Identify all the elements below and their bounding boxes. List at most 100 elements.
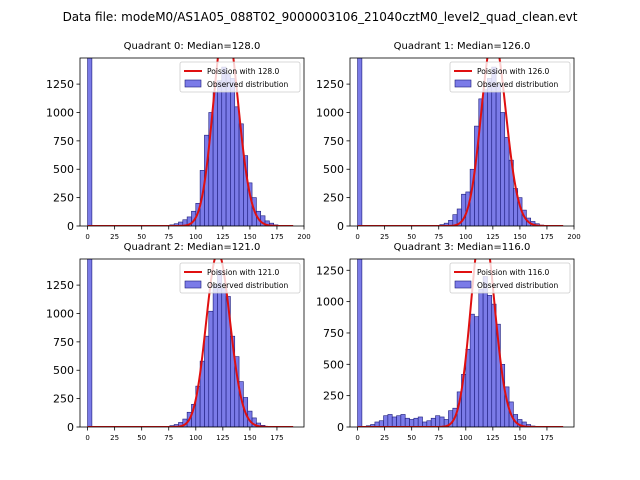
x-tick-label: 175 <box>270 233 283 241</box>
y-tick-label: 250 <box>323 390 344 403</box>
x-tick-label: 100 <box>459 233 472 241</box>
histogram-bar <box>439 416 445 427</box>
chart-panel-2: Quadrant 2: Median=121.0 0 25 50 75 100 125 150… <box>46 242 305 442</box>
x-tick-label: 100 <box>189 233 202 241</box>
legend-box <box>179 262 301 294</box>
y-tick-label: 500 <box>53 163 74 176</box>
y-tick-label: 750 <box>53 135 74 148</box>
y-tick-label: 1000 <box>46 106 74 119</box>
histogram-bar <box>87 259 93 427</box>
y-tick-label: 250 <box>323 192 344 205</box>
y-tick-label: 0 <box>67 421 74 434</box>
x-tick-label: 50 <box>407 434 416 442</box>
y-tick-label: 1000 <box>46 307 74 320</box>
poisson-curve <box>357 58 564 226</box>
histogram-bar <box>217 270 223 427</box>
axes-frame <box>349 258 575 428</box>
histogram-bar <box>474 316 480 427</box>
x-tick-label: 100 <box>459 434 472 442</box>
y-tick-label: 1250 <box>46 78 74 91</box>
chart-title: Quadrant 1: Median=126.0 <box>394 41 531 52</box>
legend-poisson-label: Poission with 121.0 <box>207 268 280 277</box>
y-tick-label: 0 <box>67 220 74 233</box>
x-tick-label: 75 <box>164 434 173 442</box>
histogram-bar <box>204 335 210 427</box>
x-tick-label: 0 <box>355 233 359 241</box>
x-tick-label: 25 <box>110 233 119 241</box>
legend-observed-label: Observed distribution <box>207 281 288 290</box>
chart-title: Quadrant 2: Median=121.0 <box>124 242 261 253</box>
axes-frame <box>349 57 575 227</box>
legend-box <box>179 61 301 93</box>
legend-box <box>449 262 571 294</box>
histogram-bar <box>500 112 506 226</box>
page-title: Data file: modeM0/AS1A05_088T02_90000031… <box>63 10 578 24</box>
x-tick-label: 75 <box>434 434 443 442</box>
x-tick-label: 150 <box>513 434 526 442</box>
y-tick-label: 250 <box>53 192 74 205</box>
y-tick-label: 0 <box>337 220 344 233</box>
chart-panel-0: Quadrant 0: Median=128.0 0 25 50 75 100 125 150… <box>46 41 311 241</box>
chart-title: Quadrant 3: Median=116.0 <box>394 242 531 253</box>
x-tick-label: 25 <box>380 233 389 241</box>
histogram-bar <box>387 414 393 427</box>
x-tick-label: 200 <box>567 233 580 241</box>
chart-title: Quadrant 0: Median=128.0 <box>124 41 261 52</box>
panels: Quadrant 0: Median=128.0 0 25 50 75 100 125 150… <box>46 41 581 442</box>
axes-frame <box>79 57 305 227</box>
axes-frame <box>79 258 305 428</box>
x-tick-label: 200 <box>297 233 310 241</box>
x-tick-label: 175 <box>540 434 553 442</box>
x-tick-label: 0 <box>355 434 359 442</box>
legend: Poission with 116.0 Observed distribution <box>449 262 571 294</box>
x-tick-label: 0 <box>85 233 89 241</box>
histogram-bar <box>87 58 93 226</box>
chart-panel-3: Quadrant 3: Median=116.0 0 25 50 75 100 125 150… <box>316 242 575 442</box>
histogram-bar <box>417 416 423 427</box>
y-tick-label: 1250 <box>46 279 74 292</box>
legend: Poission with 126.0 Observed distribution <box>449 61 571 93</box>
histogram-bar <box>221 288 227 427</box>
legend-observed-swatch <box>184 280 202 289</box>
y-tick-label: 500 <box>53 364 74 377</box>
x-tick-label: 50 <box>137 233 146 241</box>
y-tick-label: 1000 <box>316 106 344 119</box>
y-tick-label: 500 <box>323 358 344 371</box>
histogram-bar <box>217 80 223 226</box>
y-tick-label: 0 <box>337 421 344 434</box>
histogram-bar <box>357 58 363 226</box>
x-tick-label: 25 <box>380 434 389 442</box>
plot-area <box>357 58 564 226</box>
histogram-bar <box>400 414 406 427</box>
legend-observed-swatch <box>454 79 472 88</box>
histogram-bar <box>478 288 484 427</box>
histogram-bar <box>482 276 488 427</box>
x-tick-label: 25 <box>110 434 119 442</box>
legend-observed-swatch <box>454 280 472 289</box>
poisson-curve <box>87 259 294 427</box>
histogram-bar <box>487 78 493 226</box>
histogram-bar <box>482 89 488 226</box>
legend: Poission with 128.0 Observed distribution <box>179 61 301 93</box>
y-tick-label: 1000 <box>316 296 344 309</box>
y-tick-label: 750 <box>323 135 344 148</box>
x-tick-label: 125 <box>216 434 229 442</box>
histogram-bar <box>225 73 231 226</box>
histogram-bar <box>234 106 240 226</box>
legend-poisson-label: Poission with 116.0 <box>477 268 550 277</box>
histogram-bar <box>504 137 510 226</box>
histogram-bar <box>469 313 475 427</box>
legend-observed-label: Observed distribution <box>477 281 558 290</box>
histogram-bar <box>230 78 236 226</box>
x-tick-label: 100 <box>189 434 202 442</box>
histogram-bar <box>391 416 397 427</box>
histogram-bar <box>212 91 218 226</box>
y-tick-label: 1250 <box>316 264 344 277</box>
legend-observed-label: Observed distribution <box>207 80 288 89</box>
x-tick-label: 50 <box>137 434 146 442</box>
x-tick-label: 175 <box>270 434 283 442</box>
y-tick-label: 500 <box>323 163 344 176</box>
histogram-bar <box>495 83 501 226</box>
x-tick-label: 150 <box>243 434 256 442</box>
